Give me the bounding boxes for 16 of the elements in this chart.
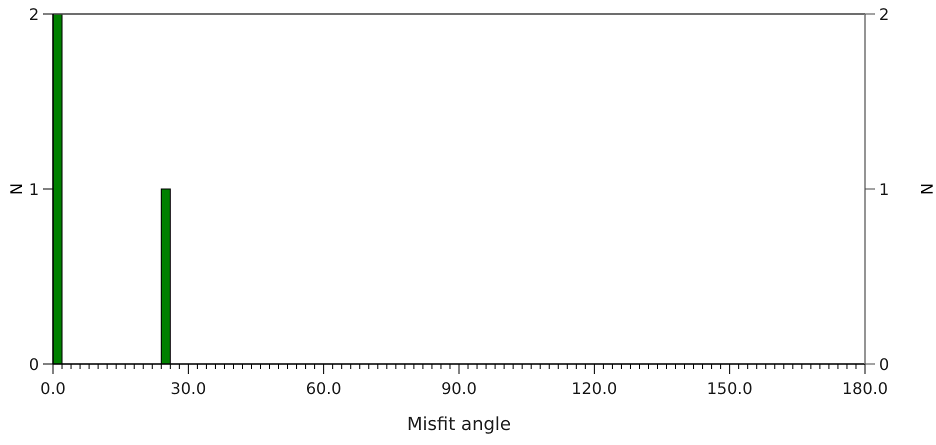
y2-axis-title: N <box>917 183 936 195</box>
y2-tick-label: 2 <box>879 5 890 24</box>
x-tick-label: 180.0 <box>842 379 888 398</box>
x-tick-label: 150.0 <box>706 379 753 398</box>
x-tick-label: 90.0 <box>441 379 477 398</box>
x-tick-label: 0.0 <box>40 379 66 398</box>
x-tick-label: 30.0 <box>170 379 206 398</box>
y-tick-label: 0 <box>28 355 39 374</box>
y-tick-label: 2 <box>28 5 39 24</box>
x-tick-label: 120.0 <box>571 379 618 398</box>
y2-tick-label: 1 <box>879 180 890 199</box>
y-tick-label: 1 <box>28 180 39 199</box>
y-axis-title: N <box>7 183 26 195</box>
x-axis-title: Misfit angle <box>407 414 511 435</box>
y2-tick-label: 0 <box>879 355 890 374</box>
x-tick-label: 60.0 <box>306 379 342 398</box>
